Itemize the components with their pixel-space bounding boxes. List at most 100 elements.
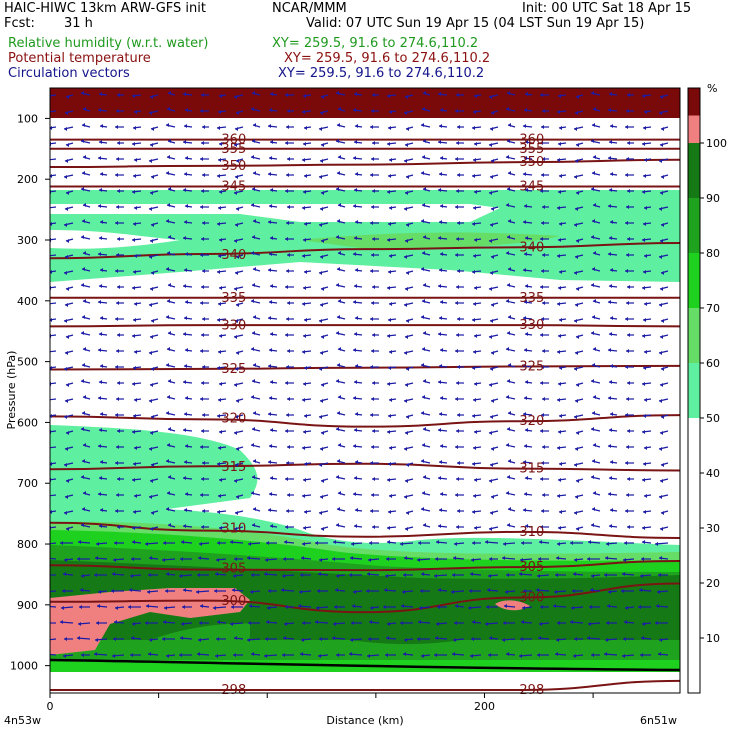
vector-arrow-head	[303, 142, 306, 146]
vector-arrow-head	[575, 159, 578, 163]
vector-arrow-head	[302, 110, 305, 114]
vector-arrow-head	[404, 399, 407, 403]
vector-arrow-head	[625, 413, 628, 417]
vector-arrow-head	[81, 139, 84, 143]
vector-arrow-head	[624, 620, 627, 624]
vector-arrow-head	[610, 268, 613, 272]
vector-arrow-head	[540, 93, 543, 97]
vector-arrow-head	[315, 620, 318, 624]
vector-arrow-head	[270, 188, 273, 192]
vector-arrow-head	[472, 222, 475, 226]
vector-arrow-head	[251, 573, 254, 577]
vector-arrow-head	[491, 303, 494, 307]
vector-arrow-head	[83, 299, 86, 303]
vector-arrow-head	[591, 523, 594, 527]
vector-arrow-head	[320, 351, 323, 355]
vector-arrow-head	[609, 140, 612, 144]
vector-arrow-head	[506, 251, 509, 255]
vector-arrow	[50, 494, 57, 497]
vector-arrow-head	[371, 205, 374, 209]
vector-arrow-head	[593, 299, 596, 303]
vector-arrow-head	[370, 413, 373, 417]
vector-arrow-head	[591, 331, 594, 335]
vector-arrow-head	[99, 140, 102, 144]
vector-arrow-head	[100, 364, 103, 368]
colorbar-unit: %	[707, 82, 717, 95]
colorbar-tick-label: 90	[706, 192, 720, 205]
vector-arrow-head	[537, 574, 540, 578]
circulation-vectors	[50, 91, 669, 658]
vector-arrow-head	[421, 572, 424, 576]
vector-arrow-head	[132, 238, 135, 242]
vector-arrow-head	[64, 415, 67, 419]
vector-arrow	[50, 398, 57, 401]
vector-arrow-head	[387, 286, 390, 290]
vector-arrow-head	[184, 220, 187, 224]
vector-arrow-head	[491, 255, 494, 259]
vector-arrow-head	[219, 430, 222, 434]
vector-arrow-head	[574, 127, 577, 131]
vector-arrow-head	[403, 573, 406, 577]
vector-arrow-head	[337, 267, 340, 271]
vector-arrow-head	[167, 251, 170, 255]
vector-arrow-head	[406, 511, 409, 515]
vector-arrow-head	[609, 92, 612, 96]
vector-arrow-head	[389, 158, 392, 162]
vector-arrow-head	[472, 318, 475, 322]
vector-arrow-head	[150, 479, 153, 483]
vector-arrow-head	[406, 415, 409, 419]
vector-arrow-head	[287, 349, 290, 353]
vector-arrow-head	[489, 557, 492, 561]
vector-arrow-head	[270, 476, 273, 480]
vector-arrow-head	[149, 351, 152, 355]
vector-arrow-head	[661, 319, 664, 323]
vector-arrow-head	[608, 348, 611, 352]
vector-arrow-head	[439, 508, 442, 512]
vector-arrow-head	[627, 429, 630, 433]
terrain-line	[49, 658, 681, 672]
vector-arrow-head	[233, 653, 236, 657]
vector-arrow-head	[643, 174, 646, 178]
vector-arrow-head	[437, 605, 440, 609]
vector-arrow-head	[440, 252, 443, 256]
vector-arrow-head	[200, 397, 203, 401]
vector-arrow-head	[303, 190, 306, 194]
vector-arrow-head	[337, 171, 340, 175]
vector-arrow-head	[115, 509, 118, 513]
vector-arrow-head	[338, 155, 341, 159]
vector-arrow-head	[457, 317, 460, 321]
vector-arrow-head	[99, 236, 102, 240]
vector-arrow-head	[420, 589, 423, 593]
vector-arrow-head	[133, 174, 136, 178]
vector-arrow-head	[557, 302, 560, 306]
vector-arrow-head	[524, 444, 527, 448]
vector-arrow-head	[168, 331, 171, 335]
vector-arrow-head	[456, 285, 459, 289]
vector-arrow-head	[440, 108, 443, 112]
vector-arrow-head	[588, 622, 591, 626]
vector-arrow-head	[300, 652, 303, 656]
vector-arrow-head	[576, 191, 579, 195]
vector-arrow-head	[216, 637, 219, 641]
theta-label: 345	[221, 180, 246, 195]
vector-arrow-head	[285, 285, 288, 289]
vector-arrow-head	[183, 476, 186, 480]
vector-arrow-head	[150, 431, 153, 435]
vector-arrow-head	[470, 572, 473, 576]
vector-arrow-head	[487, 588, 490, 592]
vector-arrow-head	[642, 334, 645, 338]
vector-arrow-head	[540, 189, 543, 193]
field-xy-vectors: XY= 259.5, 91.6 to 274.6,110.2	[278, 66, 484, 81]
vector-arrow-head	[183, 140, 186, 144]
vector-arrow-head	[179, 653, 182, 657]
vector-arrow-head	[472, 462, 475, 466]
vector-arrow-head	[434, 574, 437, 578]
vector-arrow-head	[354, 524, 357, 528]
theta-label: 360	[221, 133, 246, 148]
vector-arrow-head	[337, 123, 340, 127]
vector-arrow-head	[438, 284, 441, 288]
vector-arrow-head	[95, 638, 98, 642]
vector-arrow-head	[319, 271, 322, 275]
vector-arrow-head	[472, 541, 475, 545]
vector-arrow-head	[457, 461, 460, 465]
